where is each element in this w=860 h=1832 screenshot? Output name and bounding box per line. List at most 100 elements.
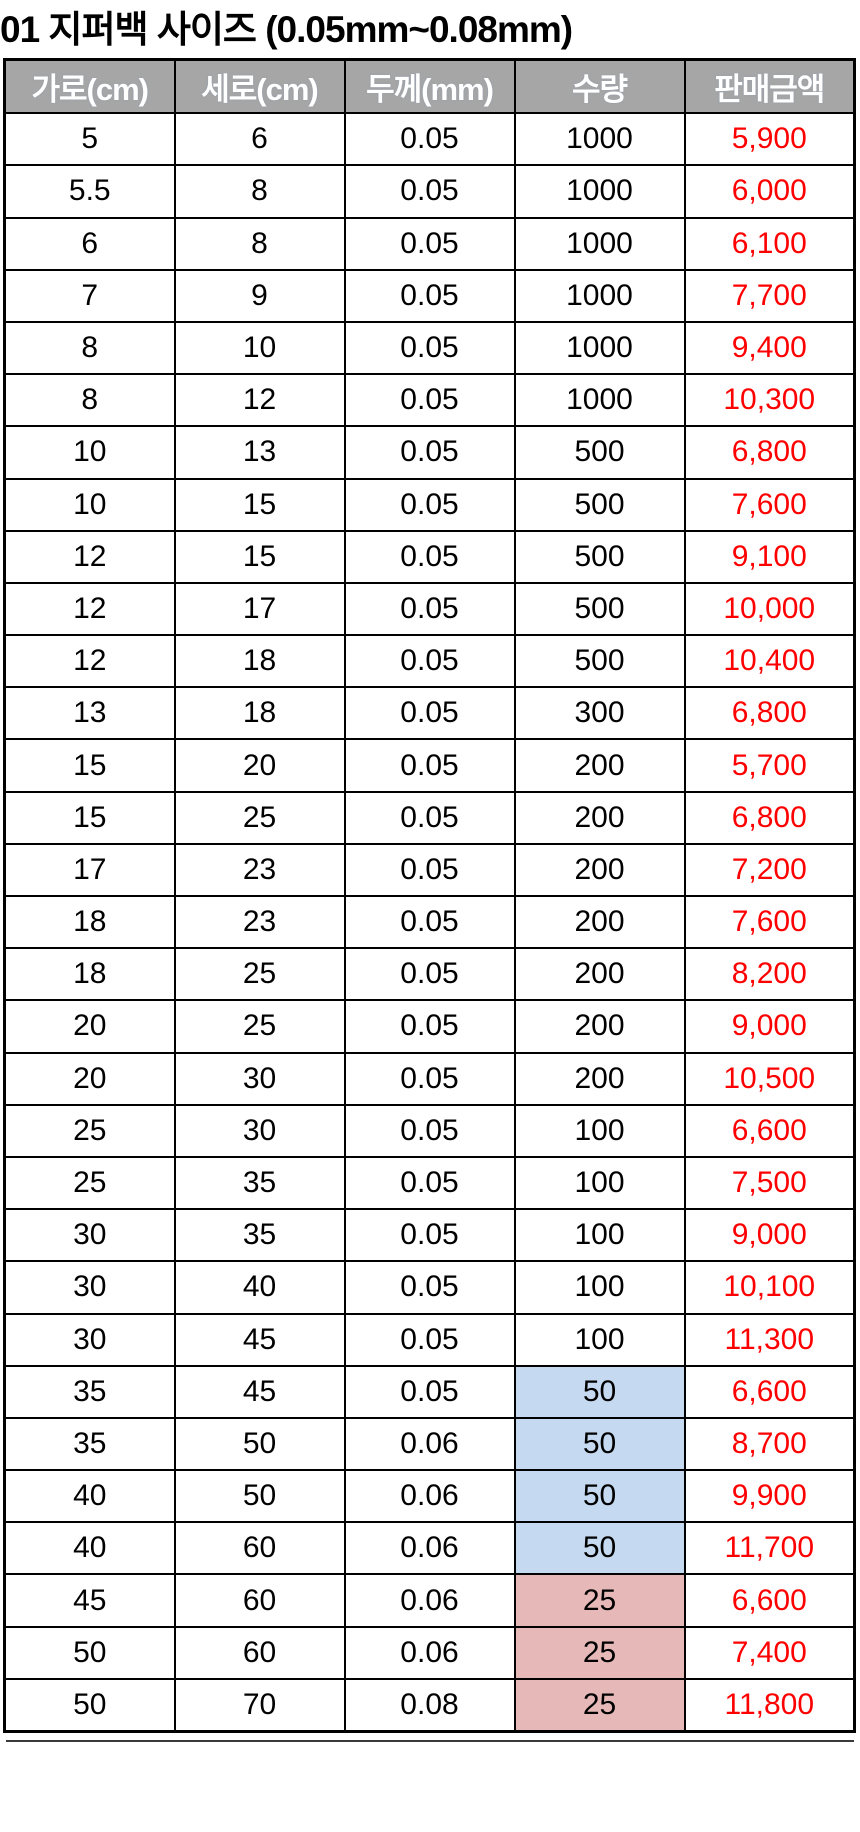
cell-height-cm: 45 bbox=[173, 1312, 346, 1367]
cell-thickness-mm: 0.05 bbox=[343, 216, 516, 271]
cell-thickness-mm: 0.05 bbox=[343, 112, 516, 167]
table-row: 25 35 0.05 100 7,500 bbox=[3, 1155, 856, 1211]
cell-height-cm: 6 bbox=[173, 112, 346, 167]
cell-height-cm: 18 bbox=[173, 634, 346, 689]
cell-price: 6,600 bbox=[683, 1573, 856, 1628]
cell-price: 5,700 bbox=[683, 738, 856, 793]
cell-width-cm: 12 bbox=[3, 529, 176, 584]
cell-quantity: 25 bbox=[513, 1625, 686, 1680]
cell-price: 7,400 bbox=[683, 1625, 856, 1680]
cell-height-cm: 15 bbox=[173, 529, 346, 584]
cell-width-cm: 8 bbox=[3, 373, 176, 428]
cell-quantity: 1000 bbox=[513, 373, 686, 428]
cell-thickness-mm: 0.05 bbox=[343, 425, 516, 480]
cell-height-cm: 10 bbox=[173, 320, 346, 376]
cell-price: 11,800 bbox=[683, 1677, 856, 1733]
cell-height-cm: 25 bbox=[173, 999, 346, 1054]
table-row: 20 30 0.05 200 10,500 bbox=[3, 1051, 856, 1106]
cell-width-cm: 30 bbox=[3, 1260, 176, 1315]
cell-quantity: 200 bbox=[513, 894, 686, 950]
cell-width-cm: 10 bbox=[3, 425, 176, 480]
table-row: 50 70 0.08 25 11,800 bbox=[3, 1677, 856, 1733]
cell-width-cm: 12 bbox=[3, 581, 176, 637]
cell-price: 6,100 bbox=[683, 216, 856, 271]
cell-price: 8,200 bbox=[683, 947, 856, 1002]
table-row: 30 45 0.05 100 11,300 bbox=[3, 1312, 856, 1367]
cell-width-cm: 20 bbox=[3, 1051, 176, 1106]
cell-height-cm: 9 bbox=[173, 268, 346, 323]
cell-width-cm: 17 bbox=[3, 842, 176, 898]
table-row: 5 6 0.05 1000 5,900 bbox=[3, 112, 856, 167]
cell-thickness-mm: 0.06 bbox=[343, 1521, 516, 1576]
cell-quantity: 1000 bbox=[513, 268, 686, 323]
cell-quantity: 100 bbox=[513, 1155, 686, 1211]
cell-thickness-mm: 0.06 bbox=[343, 1625, 516, 1680]
cell-thickness-mm: 0.05 bbox=[343, 581, 516, 637]
cell-price: 11,300 bbox=[683, 1312, 856, 1367]
cell-thickness-mm: 0.05 bbox=[343, 1103, 516, 1158]
cell-thickness-mm: 0.05 bbox=[343, 634, 516, 689]
cell-price: 7,600 bbox=[683, 894, 856, 950]
cell-width-cm: 18 bbox=[3, 947, 176, 1002]
cell-quantity: 500 bbox=[513, 477, 686, 532]
cell-quantity: 300 bbox=[513, 686, 686, 741]
cell-price: 9,000 bbox=[683, 999, 856, 1054]
cell-thickness-mm: 0.06 bbox=[343, 1573, 516, 1628]
cell-price: 10,400 bbox=[683, 634, 856, 689]
cell-price: 7,200 bbox=[683, 842, 856, 898]
table-row: 30 40 0.05 100 10,100 bbox=[3, 1260, 856, 1315]
cell-thickness-mm: 0.05 bbox=[343, 894, 516, 950]
cell-width-cm: 45 bbox=[3, 1573, 176, 1628]
cell-quantity: 50 bbox=[513, 1416, 686, 1472]
cell-price: 9,900 bbox=[683, 1469, 856, 1524]
cell-width-cm: 25 bbox=[3, 1155, 176, 1211]
cell-height-cm: 25 bbox=[173, 947, 346, 1002]
cell-quantity: 200 bbox=[513, 842, 686, 898]
table-row: 10 13 0.05 500 6,800 bbox=[3, 425, 856, 480]
cell-height-cm: 20 bbox=[173, 738, 346, 793]
cell-quantity: 200 bbox=[513, 947, 686, 1002]
cell-price: 10,500 bbox=[683, 1051, 856, 1106]
table-row: 25 30 0.05 100 6,600 bbox=[3, 1103, 856, 1158]
cell-price: 6,800 bbox=[683, 425, 856, 480]
table-row: 8 12 0.05 1000 10,300 bbox=[3, 373, 856, 428]
table-row: 20 25 0.05 200 9,000 bbox=[3, 999, 856, 1054]
cell-quantity: 1000 bbox=[513, 320, 686, 376]
cell-height-cm: 45 bbox=[173, 1364, 346, 1419]
cell-width-cm: 35 bbox=[3, 1416, 176, 1472]
cell-height-cm: 8 bbox=[173, 164, 346, 219]
zipper-bag-price-table: 가로(cm) 세로(cm) 두께(mm) 수량 판매금액 5 6 0.05 1000 5,900… bbox=[3, 57, 856, 1733]
cell-width-cm: 12 bbox=[3, 634, 176, 689]
cell-width-cm: 15 bbox=[3, 738, 176, 793]
cell-thickness-mm: 0.05 bbox=[343, 1208, 516, 1263]
table-row: 12 18 0.05 500 10,400 bbox=[3, 634, 856, 689]
cell-price: 8,700 bbox=[683, 1416, 856, 1472]
cell-price: 5,900 bbox=[683, 112, 856, 167]
cell-price: 6,600 bbox=[683, 1103, 856, 1158]
column-header-quantity: 수량 bbox=[513, 58, 686, 115]
cell-width-cm: 13 bbox=[3, 686, 176, 741]
cell-height-cm: 30 bbox=[173, 1051, 346, 1106]
cell-width-cm: 18 bbox=[3, 894, 176, 950]
cell-price: 6,000 bbox=[683, 164, 856, 219]
cell-quantity: 50 bbox=[513, 1521, 686, 1576]
table-row: 17 23 0.05 200 7,200 bbox=[3, 842, 856, 898]
cell-quantity: 200 bbox=[513, 1051, 686, 1106]
cell-quantity: 100 bbox=[513, 1103, 686, 1158]
cell-height-cm: 17 bbox=[173, 581, 346, 637]
cell-quantity: 200 bbox=[513, 790, 686, 845]
column-header-price: 판매금액 bbox=[683, 58, 856, 115]
cell-height-cm: 35 bbox=[173, 1155, 346, 1211]
cell-thickness-mm: 0.05 bbox=[343, 1260, 516, 1315]
cell-quantity: 100 bbox=[513, 1208, 686, 1263]
column-header-width-cm: 가로(cm) bbox=[3, 58, 176, 115]
cell-thickness-mm: 0.05 bbox=[343, 268, 516, 323]
table-row: 35 45 0.05 50 6,600 bbox=[3, 1364, 856, 1419]
next-section-top-border bbox=[6, 1739, 854, 1742]
cell-quantity: 200 bbox=[513, 999, 686, 1054]
cell-height-cm: 30 bbox=[173, 1103, 346, 1158]
cell-height-cm: 23 bbox=[173, 842, 346, 898]
cell-thickness-mm: 0.05 bbox=[343, 320, 516, 376]
cell-width-cm: 20 bbox=[3, 999, 176, 1054]
cell-thickness-mm: 0.05 bbox=[343, 1155, 516, 1211]
